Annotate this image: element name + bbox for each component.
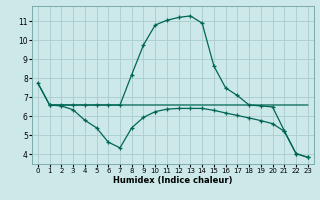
- X-axis label: Humidex (Indice chaleur): Humidex (Indice chaleur): [113, 176, 233, 185]
